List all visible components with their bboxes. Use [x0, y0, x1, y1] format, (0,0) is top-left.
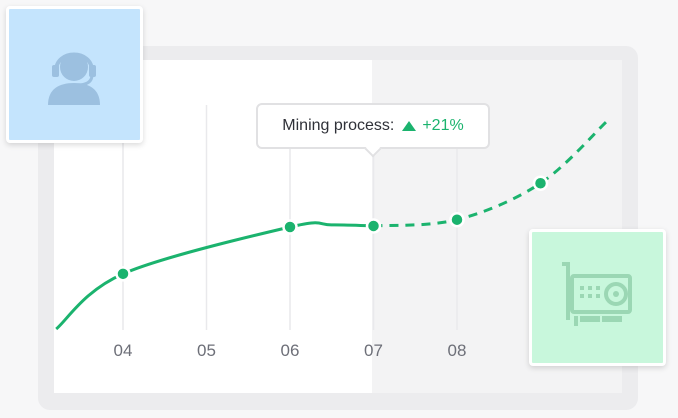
tooltip-label: Mining process: [282, 117, 395, 134]
data-point[interactable] [532, 175, 549, 192]
x-tick-label: 04 [114, 341, 133, 360]
data-point[interactable] [282, 219, 298, 235]
series-line-actual [55, 221, 374, 331]
data-point[interactable] [115, 266, 131, 282]
x-tick-label: 08 [448, 341, 467, 360]
line-chart: 04 05 06 07 08 [55, 105, 609, 360]
graphics-card-card [529, 229, 666, 366]
headset-user-icon [48, 52, 100, 105]
data-point[interactable] [449, 211, 465, 228]
x-tick-label: 06 [281, 341, 300, 360]
graphics-card-icon [562, 262, 632, 326]
series-line-forecast [373, 119, 609, 228]
x-tick-label: 07 [364, 341, 383, 360]
x-tick-label: 05 [197, 341, 216, 360]
support-agent-card [6, 6, 143, 143]
trend-up-icon [402, 121, 417, 131]
tooltip-change: +21% [422, 117, 464, 134]
data-point[interactable] [365, 218, 382, 234]
mining-process-tooltip: Mining process: +21% [256, 103, 490, 158]
